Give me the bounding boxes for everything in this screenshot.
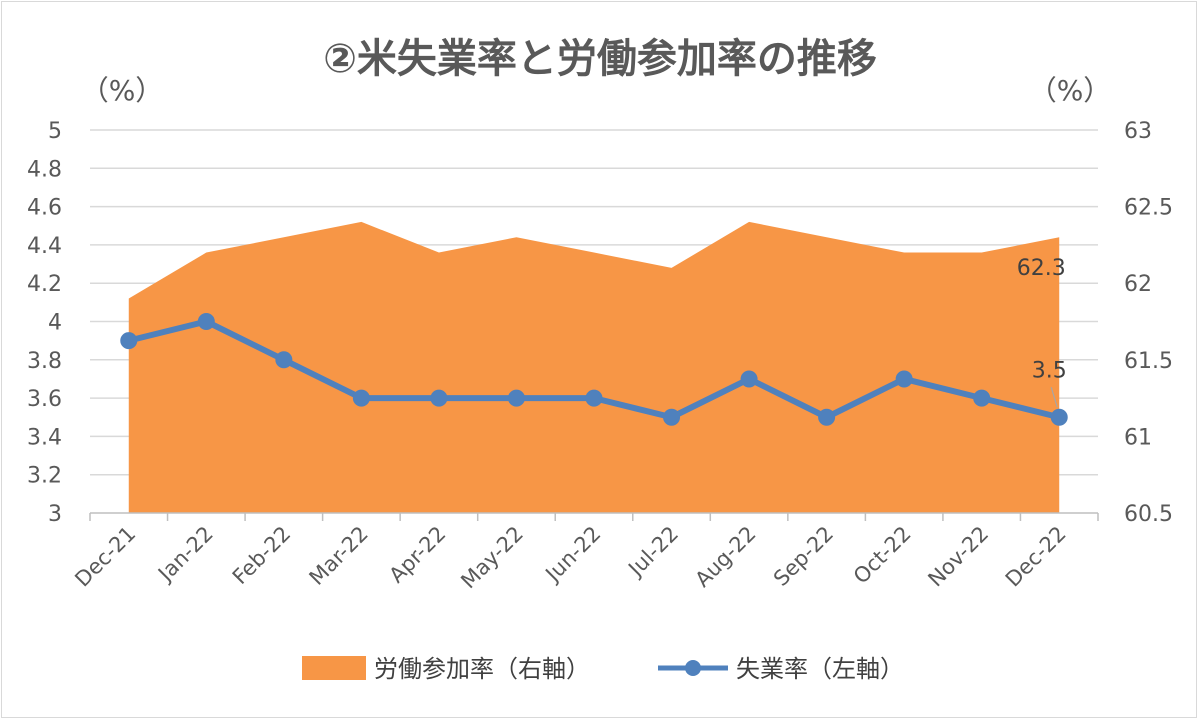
line-point bbox=[585, 389, 603, 407]
legend-label-line: 失業率（左軸） bbox=[736, 655, 904, 683]
line-point bbox=[197, 313, 215, 330]
y-left-tick-label: 4 bbox=[48, 311, 62, 336]
line-point bbox=[973, 389, 991, 407]
y-right-tick-label: 61 bbox=[1124, 425, 1152, 450]
y-left-tick-label: 4.4 bbox=[27, 234, 62, 259]
y-left-tick-label: 3.2 bbox=[27, 464, 62, 489]
y-right-tick-label: 60.5 bbox=[1124, 502, 1173, 527]
x-tick-label: Nov-22 bbox=[923, 522, 993, 592]
area-series-layer bbox=[128, 221, 1060, 514]
line-point bbox=[120, 332, 138, 350]
line-point bbox=[352, 389, 370, 407]
x-tick-label: May-22 bbox=[456, 522, 528, 594]
y-left-tick-label: 3.4 bbox=[27, 425, 62, 450]
x-tick-label: Jan-22 bbox=[152, 522, 218, 588]
y-left-unit: （%） bbox=[81, 74, 164, 107]
x-tick-label: Jun-22 bbox=[540, 522, 606, 588]
line-point bbox=[895, 370, 913, 388]
x-tick-label: Dec-22 bbox=[1001, 522, 1071, 592]
y-left-tick-label: 3 bbox=[48, 502, 62, 527]
y-left-tick-label: 4.6 bbox=[27, 196, 62, 221]
line-point bbox=[663, 408, 681, 426]
data-labels: 62.3 3.5 bbox=[1017, 256, 1067, 408]
legend-label-area: 労働参加率（右軸） bbox=[374, 655, 590, 683]
x-tick-label: Sep-22 bbox=[769, 522, 838, 591]
line-series-layer bbox=[120, 313, 1068, 426]
y-left-tick-label: 5 bbox=[48, 119, 62, 144]
y-left-tick-label: 4.2 bbox=[27, 272, 62, 297]
y-right-unit: （%） bbox=[1029, 74, 1112, 107]
line-point bbox=[430, 389, 448, 407]
line-point bbox=[740, 370, 758, 388]
legend: 労働参加率（右軸） 失業率（左軸） bbox=[302, 655, 904, 683]
y-right-tick-label: 62 bbox=[1124, 272, 1152, 297]
data-label-area-last: 62.3 bbox=[1017, 256, 1066, 281]
x-tick-label: Feb-22 bbox=[228, 522, 296, 590]
y-right-tick-label: 62.5 bbox=[1124, 196, 1173, 221]
legend-swatch-area bbox=[302, 656, 366, 680]
line-point bbox=[1050, 408, 1068, 426]
x-tick-label: Dec-21 bbox=[70, 522, 140, 592]
data-label-leader-line bbox=[1050, 387, 1058, 408]
y-left-tick-label: 4.8 bbox=[27, 157, 62, 182]
x-tick-label: Jul-22 bbox=[623, 522, 684, 583]
line-point bbox=[507, 389, 525, 407]
line-point bbox=[275, 351, 293, 369]
x-tick-label: Mar-22 bbox=[305, 522, 373, 590]
legend-swatch-marker bbox=[685, 660, 701, 676]
data-label-line-last: 3.5 bbox=[1032, 358, 1067, 383]
y-right-tick-label: 61.5 bbox=[1124, 349, 1173, 374]
y-left-tick-label: 3.6 bbox=[27, 387, 62, 412]
area-series-labor-participation bbox=[128, 221, 1060, 514]
x-tick-label: Apr-22 bbox=[384, 522, 450, 588]
y-left-tick-label: 3.8 bbox=[27, 349, 62, 374]
x-tick-label: Oct-22 bbox=[849, 522, 916, 589]
chart-title: ②米失業率と労働参加率の推移 bbox=[323, 36, 877, 82]
x-tick-label: Aug-22 bbox=[690, 522, 760, 592]
y-right-tick-label: 63 bbox=[1124, 119, 1152, 144]
line-point bbox=[818, 408, 836, 426]
